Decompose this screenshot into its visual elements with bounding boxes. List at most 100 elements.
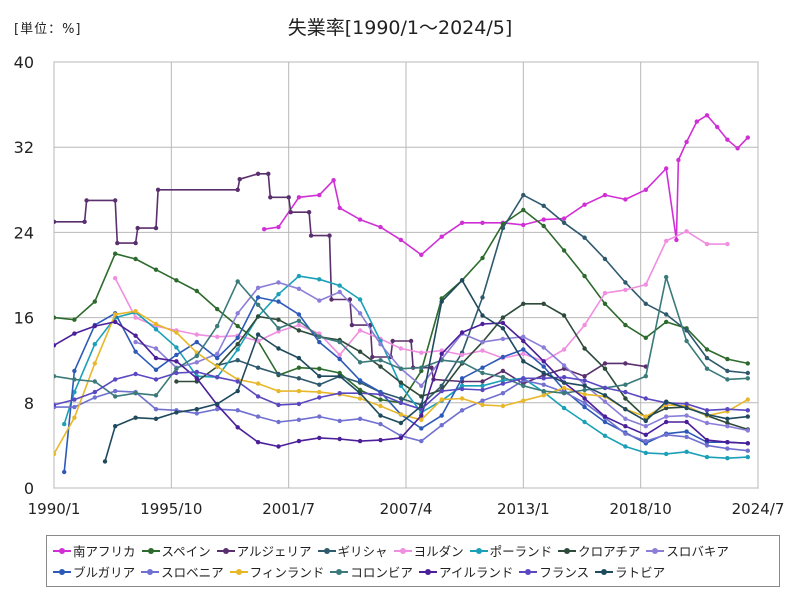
data-point (725, 137, 730, 142)
data-point (623, 197, 628, 202)
data-point (113, 377, 118, 382)
data-point (521, 334, 526, 339)
legend-item: ギリシャ (317, 540, 388, 561)
data-point (327, 233, 332, 238)
data-point (215, 323, 220, 329)
data-point (357, 328, 363, 333)
data-point (561, 248, 567, 253)
x-tick-label: 2007/4 (380, 500, 433, 518)
legend-item: アイルランド (418, 561, 513, 582)
data-point (582, 400, 587, 405)
data-point (684, 413, 689, 418)
data-point (153, 321, 159, 327)
data-point (439, 299, 444, 304)
data-point (133, 391, 138, 396)
data-point (317, 374, 322, 379)
data-point (215, 401, 220, 407)
data-point (72, 317, 77, 322)
data-point (133, 315, 138, 320)
data-point (288, 210, 293, 215)
data-point (276, 292, 281, 297)
data-point (643, 187, 648, 192)
data-point (459, 278, 465, 283)
data-point (296, 355, 302, 361)
data-point (602, 419, 608, 425)
data-point (113, 251, 118, 256)
legend-label: ヨルダン (413, 544, 464, 559)
legend-label: スロベニア (161, 565, 224, 580)
data-point (459, 352, 465, 358)
data-point (480, 321, 485, 327)
legend-item: ブルガリア (53, 561, 135, 582)
data-point (643, 424, 648, 429)
data-point (541, 382, 546, 387)
data-point (623, 322, 628, 328)
data-point (215, 364, 220, 369)
data-point (480, 255, 485, 261)
data-point (500, 225, 506, 231)
data-point (439, 351, 444, 356)
data-point (541, 301, 546, 306)
data-point (684, 229, 689, 234)
data-point (602, 433, 608, 438)
data-point (194, 353, 199, 359)
data-point (72, 368, 77, 374)
data-point (664, 238, 669, 244)
data-point (235, 379, 240, 384)
data-point (357, 217, 363, 222)
data-point (521, 359, 526, 364)
data-point (623, 389, 628, 395)
data-point (357, 396, 363, 401)
data-point (296, 273, 302, 279)
data-point (704, 366, 710, 371)
data-point (174, 366, 179, 371)
data-point (276, 444, 281, 449)
data-point (500, 320, 506, 326)
legend-label: ポーランド (489, 544, 553, 559)
data-point (500, 375, 506, 380)
data-point (459, 376, 465, 381)
data-point (255, 295, 261, 300)
legend-swatch (418, 567, 437, 577)
data-point (602, 192, 608, 198)
data-point (459, 360, 465, 365)
data-point (276, 317, 281, 322)
data-point (725, 416, 730, 421)
data-point (643, 282, 648, 287)
legend-label: フィンランド (249, 565, 325, 580)
legend-swatch (141, 567, 160, 577)
data-point (439, 413, 444, 418)
data-point (480, 402, 485, 408)
data-point (174, 410, 179, 415)
data-point (725, 377, 730, 382)
legend-item: スペイン (141, 540, 211, 561)
data-point (745, 397, 750, 402)
data-point (174, 370, 179, 376)
data-point (317, 277, 322, 282)
data-point (296, 417, 302, 422)
data-point (72, 331, 77, 336)
data-point (643, 438, 648, 444)
data-point (135, 225, 140, 231)
data-point (602, 290, 608, 296)
data-point (561, 347, 567, 352)
x-tick-label: 2024/7 (732, 500, 785, 518)
data-point (337, 374, 342, 379)
data-point (419, 426, 424, 431)
legend-label: アルジェリア (236, 544, 312, 559)
legend-swatch (646, 546, 665, 556)
data-point (317, 192, 322, 198)
data-point (439, 423, 444, 428)
data-point (349, 322, 355, 328)
data-point (153, 225, 159, 231)
legend-swatch (216, 546, 235, 556)
data-point (500, 381, 506, 386)
data-point (684, 328, 689, 333)
data-point (92, 379, 98, 384)
data-point (337, 436, 342, 442)
data-point (623, 382, 628, 387)
y-tick-label: 24 (14, 223, 34, 242)
data-point (643, 396, 648, 401)
data-point (84, 198, 89, 203)
data-point (745, 414, 750, 419)
